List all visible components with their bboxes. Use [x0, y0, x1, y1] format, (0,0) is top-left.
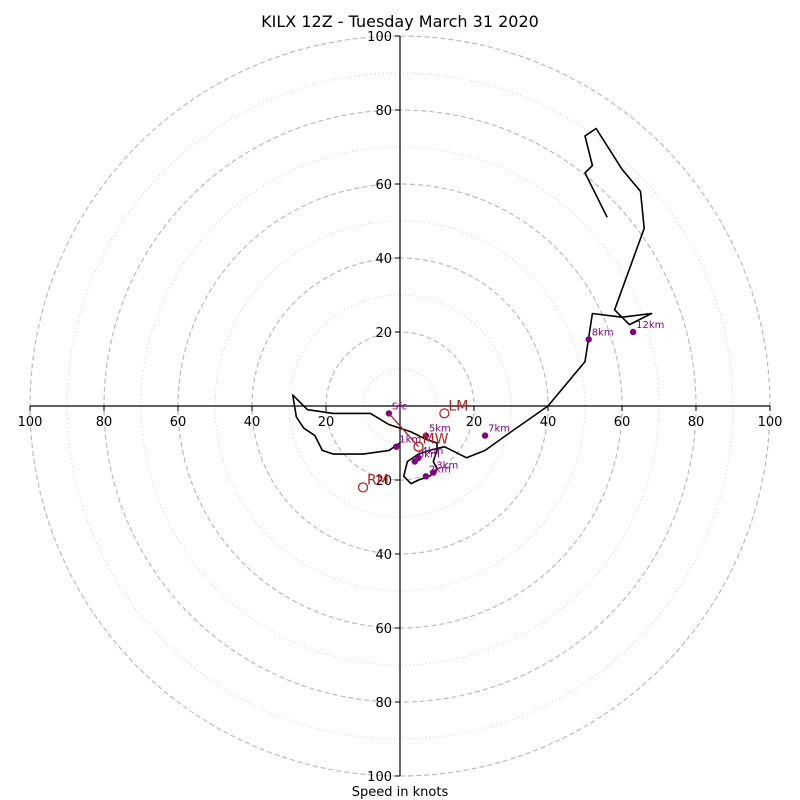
chart-title: KILX 12Z - Tuesday March 31 2020	[261, 12, 539, 31]
storm-motion-label: RM	[367, 472, 389, 488]
height-point-8km	[585, 336, 592, 343]
x-axis-label: Speed in knots	[352, 785, 449, 800]
y-tick-label: 60	[375, 622, 392, 637]
storm-motions: LM RM MW	[357, 398, 468, 493]
x-tick-label: 20	[466, 415, 483, 430]
height-point-12km	[629, 328, 637, 336]
x-tick-label: 80	[688, 415, 705, 430]
axes	[30, 36, 770, 776]
height-point-label: 3km	[436, 461, 458, 472]
height-point-5km	[422, 432, 430, 439]
height-point-label: 8km	[592, 327, 614, 338]
height-point-1km	[393, 443, 400, 450]
height-point-label: 6km	[418, 450, 440, 461]
height-point-label: 4km	[422, 446, 444, 457]
y-tick-label: 40	[375, 252, 392, 267]
storm-motion-mw	[413, 441, 424, 452]
y-tick-label: 20	[375, 326, 392, 341]
hodograph-trace-group	[291, 127, 653, 485]
y-tick-label: 100	[367, 30, 392, 45]
y-tick-label: 80	[375, 104, 392, 119]
height-point-label: 1km	[399, 435, 421, 446]
y-tick-label: 40	[375, 548, 392, 563]
x-tick-label: 20	[318, 415, 335, 430]
y-tick-label: 80	[375, 696, 392, 711]
x-tick-label: 60	[170, 415, 187, 430]
y-tick-label: 20	[375, 474, 392, 489]
height-point-label: 7km	[488, 424, 510, 435]
storm-motion-lm	[439, 408, 450, 419]
x-tick-label: 60	[614, 415, 631, 430]
storm-motion-label: MW	[423, 432, 449, 448]
height-point-6km	[411, 458, 418, 465]
storm-motion-label: LM	[448, 398, 468, 414]
x-tick-label: 100	[18, 415, 43, 430]
y-tick-label: 100	[367, 770, 392, 785]
height-point-3km	[430, 469, 437, 476]
x-tick-label: 100	[758, 415, 783, 430]
x-tick-label: 80	[96, 415, 113, 430]
tick-labels: 20 20 20 20 40 40 40 40 60 60 60 60 80 80 80 80 100 100 10…	[18, 30, 783, 785]
height-point-label: 2km	[429, 464, 451, 475]
x-tick-label: 40	[244, 415, 261, 430]
height-point-label: Sfc	[392, 401, 407, 412]
height-point-7km	[481, 432, 489, 439]
height-point-label: 12km	[636, 320, 664, 331]
y-tick-label: 60	[375, 178, 392, 193]
shear-vector	[388, 412, 419, 448]
storm-motion-rm	[357, 482, 369, 493]
hodograph-trace	[291, 127, 653, 485]
height-point-label: 5km	[429, 424, 451, 435]
height-point-2km	[422, 473, 430, 480]
x-tick-label: 40	[540, 415, 557, 430]
